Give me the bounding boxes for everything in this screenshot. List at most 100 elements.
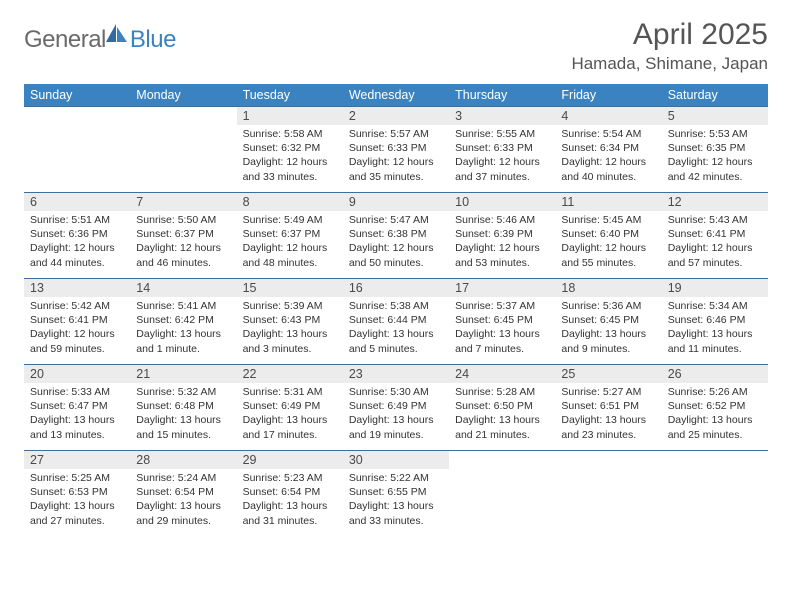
sunrise-text: Sunrise: 5:51 AM (30, 213, 124, 227)
day-details: Sunrise: 5:30 AMSunset: 6:49 PMDaylight:… (343, 383, 449, 446)
calendar-cell (130, 107, 236, 193)
sunrise-text: Sunrise: 5:34 AM (668, 299, 762, 313)
day-details: Sunrise: 5:50 AMSunset: 6:37 PMDaylight:… (130, 211, 236, 274)
daylight-text: and 46 minutes. (136, 256, 230, 270)
daylight-text: Daylight: 13 hours (668, 327, 762, 341)
day-details: Sunrise: 5:38 AMSunset: 6:44 PMDaylight:… (343, 297, 449, 360)
weekday-header: Saturday (662, 84, 768, 107)
sunrise-text: Sunrise: 5:23 AM (243, 471, 337, 485)
daylight-text: and 13 minutes. (30, 428, 124, 442)
sunset-text: Sunset: 6:54 PM (243, 485, 337, 499)
calendar-cell: 14Sunrise: 5:41 AMSunset: 6:42 PMDayligh… (130, 279, 236, 365)
day-number: 27 (24, 451, 130, 469)
calendar-body: 1Sunrise: 5:58 AMSunset: 6:32 PMDaylight… (24, 107, 768, 537)
calendar-cell: 2Sunrise: 5:57 AMSunset: 6:33 PMDaylight… (343, 107, 449, 193)
calendar-cell: 1Sunrise: 5:58 AMSunset: 6:32 PMDaylight… (237, 107, 343, 193)
sunset-text: Sunset: 6:32 PM (243, 141, 337, 155)
daylight-text: Daylight: 12 hours (455, 155, 549, 169)
day-number: 15 (237, 279, 343, 297)
day-number: 14 (130, 279, 236, 297)
sunset-text: Sunset: 6:55 PM (349, 485, 443, 499)
day-number: 24 (449, 365, 555, 383)
sunset-text: Sunset: 6:33 PM (349, 141, 443, 155)
daylight-text: Daylight: 12 hours (30, 241, 124, 255)
daylight-text: and 21 minutes. (455, 428, 549, 442)
day-details: Sunrise: 5:58 AMSunset: 6:32 PMDaylight:… (237, 125, 343, 188)
sunrise-text: Sunrise: 5:45 AM (561, 213, 655, 227)
calendar-cell: 30Sunrise: 5:22 AMSunset: 6:55 PMDayligh… (343, 451, 449, 537)
calendar-row: 13Sunrise: 5:42 AMSunset: 6:41 PMDayligh… (24, 279, 768, 365)
daylight-text: and 15 minutes. (136, 428, 230, 442)
daylight-text: Daylight: 13 hours (349, 499, 443, 513)
daylight-text: Daylight: 13 hours (243, 499, 337, 513)
weekday-header: Sunday (24, 84, 130, 107)
day-details: Sunrise: 5:43 AMSunset: 6:41 PMDaylight:… (662, 211, 768, 274)
calendar-header-row: Sunday Monday Tuesday Wednesday Thursday… (24, 84, 768, 107)
day-number (555, 451, 661, 455)
sail-icon (106, 24, 128, 49)
sunset-text: Sunset: 6:41 PM (668, 227, 762, 241)
sunset-text: Sunset: 6:49 PM (349, 399, 443, 413)
day-details: Sunrise: 5:57 AMSunset: 6:33 PMDaylight:… (343, 125, 449, 188)
daylight-text: and 17 minutes. (243, 428, 337, 442)
day-details: Sunrise: 5:54 AMSunset: 6:34 PMDaylight:… (555, 125, 661, 188)
sunset-text: Sunset: 6:37 PM (243, 227, 337, 241)
day-number: 23 (343, 365, 449, 383)
daylight-text: and 31 minutes. (243, 514, 337, 528)
calendar-cell: 18Sunrise: 5:36 AMSunset: 6:45 PMDayligh… (555, 279, 661, 365)
daylight-text: and 42 minutes. (668, 170, 762, 184)
day-number (449, 451, 555, 455)
daylight-text: Daylight: 13 hours (243, 327, 337, 341)
daylight-text: and 23 minutes. (561, 428, 655, 442)
calendar-cell: 27Sunrise: 5:25 AMSunset: 6:53 PMDayligh… (24, 451, 130, 537)
weekday-header: Tuesday (237, 84, 343, 107)
sunrise-text: Sunrise: 5:41 AM (136, 299, 230, 313)
sunset-text: Sunset: 6:49 PM (243, 399, 337, 413)
sunrise-text: Sunrise: 5:37 AM (455, 299, 549, 313)
sunset-text: Sunset: 6:44 PM (349, 313, 443, 327)
weekday-header: Friday (555, 84, 661, 107)
daylight-text: and 9 minutes. (561, 342, 655, 356)
daylight-text: Daylight: 13 hours (30, 499, 124, 513)
daylight-text: and 19 minutes. (349, 428, 443, 442)
daylight-text: and 59 minutes. (30, 342, 124, 356)
day-number: 21 (130, 365, 236, 383)
daylight-text: Daylight: 12 hours (455, 241, 549, 255)
sunset-text: Sunset: 6:47 PM (30, 399, 124, 413)
daylight-text: Daylight: 13 hours (349, 413, 443, 427)
day-details: Sunrise: 5:22 AMSunset: 6:55 PMDaylight:… (343, 469, 449, 532)
logo-word2: Blue (130, 26, 176, 54)
calendar-cell: 9Sunrise: 5:47 AMSunset: 6:38 PMDaylight… (343, 193, 449, 279)
sunset-text: Sunset: 6:45 PM (455, 313, 549, 327)
daylight-text: and 48 minutes. (243, 256, 337, 270)
daylight-text: and 3 minutes. (243, 342, 337, 356)
day-details: Sunrise: 5:33 AMSunset: 6:47 PMDaylight:… (24, 383, 130, 446)
sunrise-text: Sunrise: 5:30 AM (349, 385, 443, 399)
sunrise-text: Sunrise: 5:26 AM (668, 385, 762, 399)
sunset-text: Sunset: 6:38 PM (349, 227, 443, 241)
daylight-text: Daylight: 13 hours (349, 327, 443, 341)
day-number: 11 (555, 193, 661, 211)
daylight-text: Daylight: 12 hours (349, 241, 443, 255)
calendar-cell: 6Sunrise: 5:51 AMSunset: 6:36 PMDaylight… (24, 193, 130, 279)
day-details: Sunrise: 5:23 AMSunset: 6:54 PMDaylight:… (237, 469, 343, 532)
calendar-cell (449, 451, 555, 537)
day-number (662, 451, 768, 455)
calendar-cell (555, 451, 661, 537)
calendar-cell: 8Sunrise: 5:49 AMSunset: 6:37 PMDaylight… (237, 193, 343, 279)
sunrise-text: Sunrise: 5:24 AM (136, 471, 230, 485)
daylight-text: and 50 minutes. (349, 256, 443, 270)
day-number: 28 (130, 451, 236, 469)
daylight-text: and 25 minutes. (668, 428, 762, 442)
daylight-text: Daylight: 13 hours (136, 327, 230, 341)
daylight-text: and 44 minutes. (30, 256, 124, 270)
day-number: 9 (343, 193, 449, 211)
day-number: 26 (662, 365, 768, 383)
sunset-text: Sunset: 6:51 PM (561, 399, 655, 413)
sunset-text: Sunset: 6:50 PM (455, 399, 549, 413)
sunset-text: Sunset: 6:35 PM (668, 141, 762, 155)
calendar-row: 20Sunrise: 5:33 AMSunset: 6:47 PMDayligh… (24, 365, 768, 451)
calendar-cell: 26Sunrise: 5:26 AMSunset: 6:52 PMDayligh… (662, 365, 768, 451)
day-number: 4 (555, 107, 661, 125)
calendar-cell: 25Sunrise: 5:27 AMSunset: 6:51 PMDayligh… (555, 365, 661, 451)
